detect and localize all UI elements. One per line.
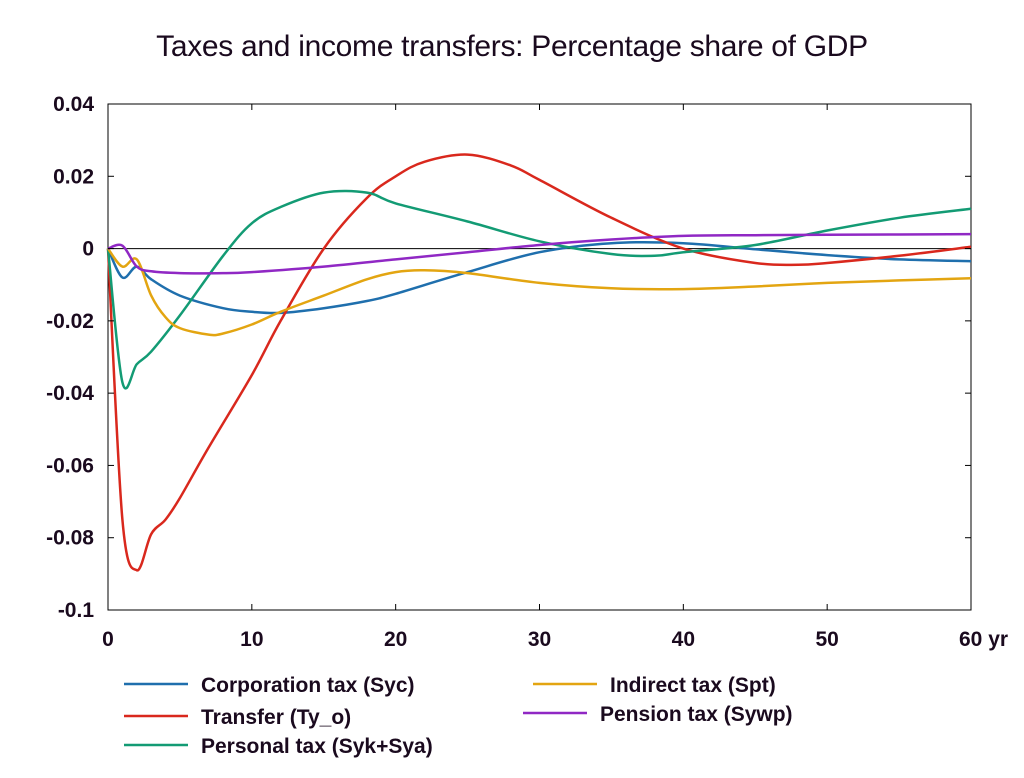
y-tick-label: 0 [82, 238, 94, 261]
legend-label: Indirect tax (Spt) [610, 674, 776, 697]
x-tick-label: 30 [528, 628, 551, 651]
legend-label: Pension tax (Sywp) [600, 703, 793, 726]
chart-title: Taxes and income transfers: Percentage s… [156, 30, 868, 63]
y-tick-label: 0.04 [53, 93, 94, 116]
legend-label: Corporation tax (Syc) [201, 674, 415, 697]
x-tick-label: 20 [384, 628, 407, 651]
series-layer [106, 153, 972, 572]
series-line-0 [106, 240, 972, 315]
y-tick-label: -0.06 [46, 454, 94, 477]
y-tick-label: -0.1 [58, 599, 95, 622]
y-tick-label: -0.08 [46, 527, 94, 550]
series-line-1 [106, 153, 972, 572]
x-tick-label: 50 [815, 628, 838, 651]
legend: Corporation tax (Syc) Transfer (Ty_o) Pers… [124, 674, 793, 758]
y-tick-label: 0.02 [53, 165, 94, 188]
series-line-3 [106, 247, 972, 337]
y-tick-label: -0.04 [46, 382, 94, 405]
y-tick-label: -0.02 [46, 310, 94, 333]
x-tick-label: 10 [240, 628, 263, 651]
x-tick-label: 60 yr [959, 628, 1008, 651]
x-tick-label: 0 [102, 628, 114, 651]
axis-layer: 0.04 0.02 0 -0.02 -0.04 -0.06 -0.08 -0.1 0 10 20 30… [46, 93, 1008, 651]
legend-label: Transfer (Ty_o) [201, 706, 351, 729]
series-line-4 [107, 232, 972, 275]
series-line-2 [106, 189, 972, 390]
legend-label: Personal tax (Syk+Sya) [201, 735, 433, 758]
x-tick-label: 40 [672, 628, 695, 651]
